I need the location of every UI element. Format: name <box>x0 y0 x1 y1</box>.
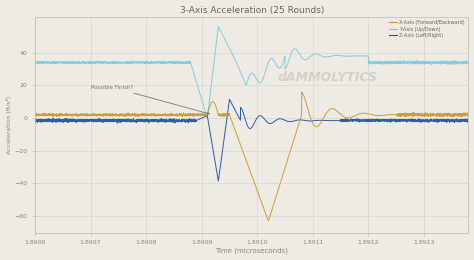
Title: 3-Axis Acceleration (25 Rounds): 3-Axis Acceleration (25 Rounds) <box>180 5 324 15</box>
Y-axis label: Acceleration (ft/s²): Acceleration (ft/s²) <box>6 95 11 154</box>
X-axis label: Time (microseconds): Time (microseconds) <box>215 248 288 255</box>
Legend: X-Axis (Forward/Backward), Y-Axis (Up/Down), Z-Axis (Left/Right): X-Axis (Forward/Backward), Y-Axis (Up/Do… <box>388 19 466 39</box>
Text: Possible Finish?: Possible Finish? <box>91 85 210 114</box>
Text: dAMMOLYTICS: dAMMOLYTICS <box>278 72 378 84</box>
